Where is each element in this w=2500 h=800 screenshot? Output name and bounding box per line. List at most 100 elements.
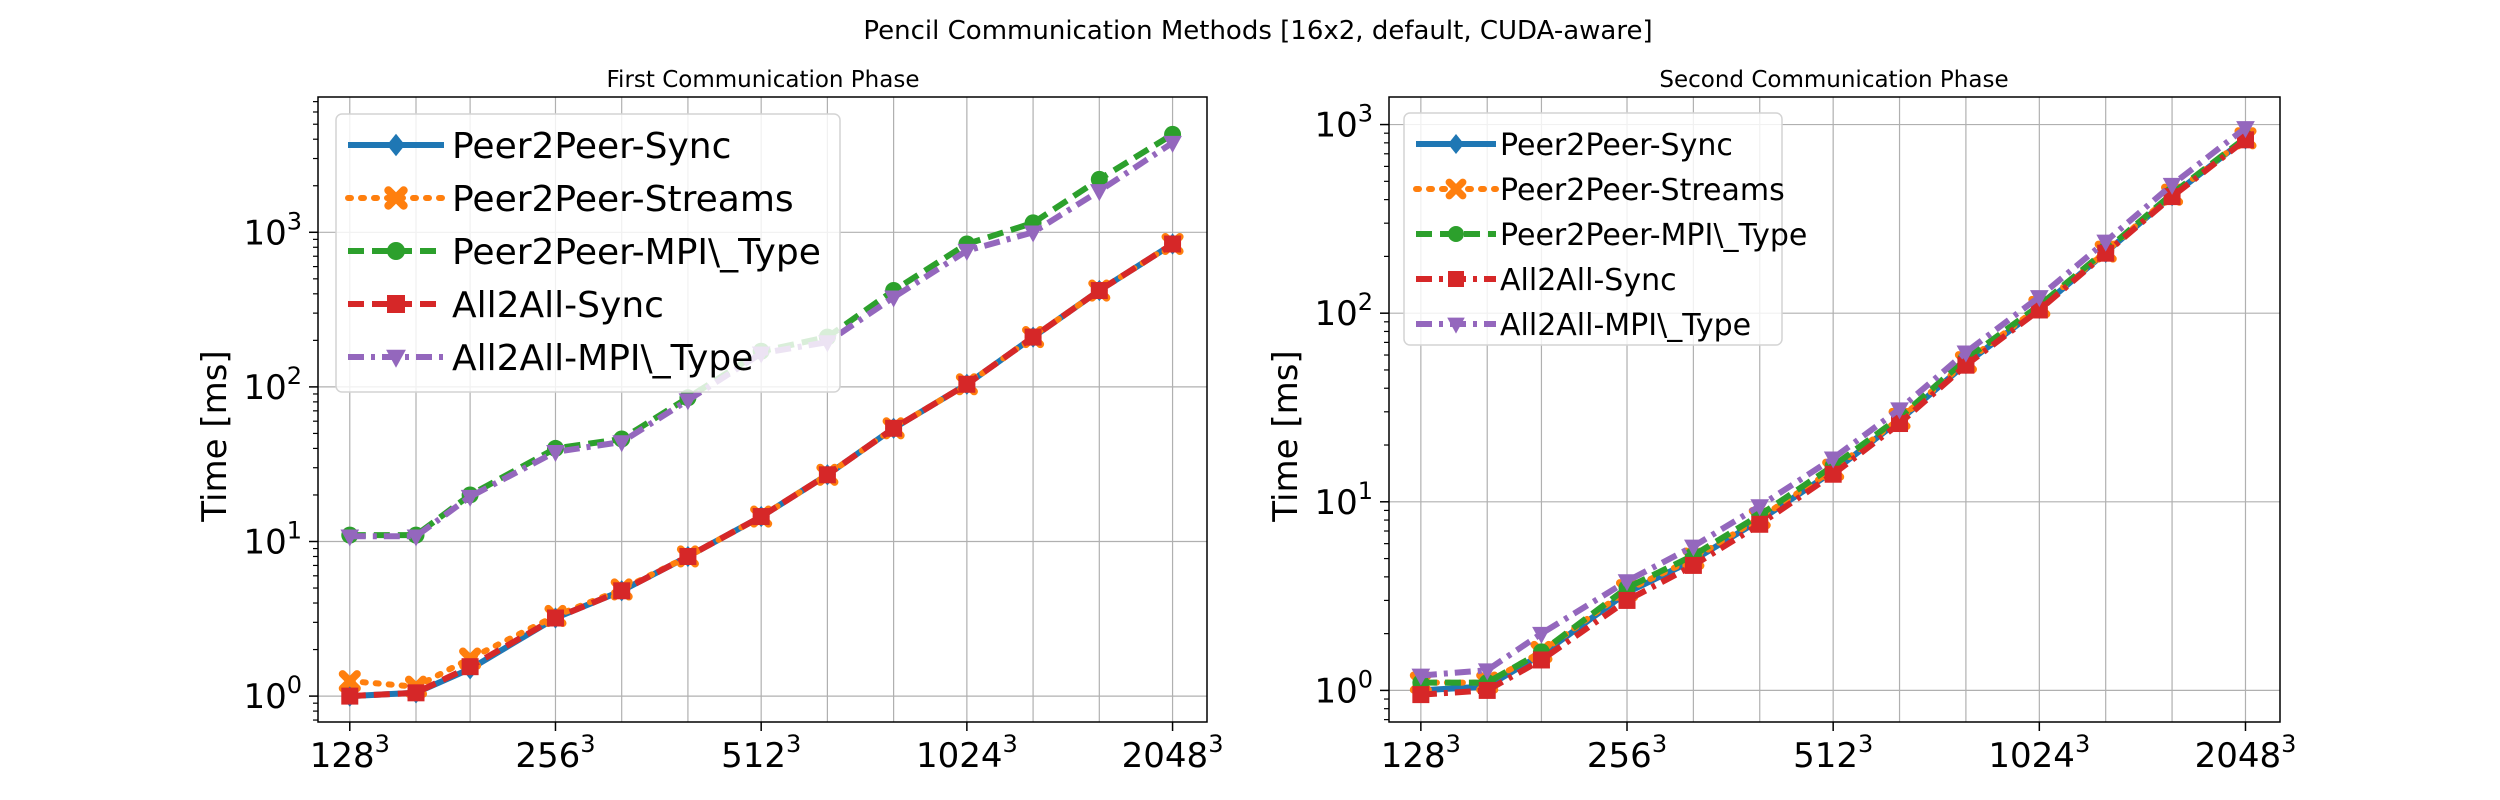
y-tick-exponent: 2 bbox=[287, 362, 302, 390]
legend-marker bbox=[386, 349, 406, 368]
data-point bbox=[613, 582, 631, 600]
x-tick-label: 5123 bbox=[721, 730, 801, 776]
data-point bbox=[1824, 465, 1842, 483]
data-point bbox=[2097, 244, 2115, 262]
data-point bbox=[1090, 282, 1108, 300]
plot-frame bbox=[317, 96, 1208, 723]
legend-marker bbox=[1445, 178, 1467, 200]
data-point bbox=[1617, 574, 1637, 592]
x-tick-label: 5123 bbox=[1793, 730, 1873, 776]
legend-marker bbox=[387, 133, 405, 157]
x-tick-exponent: 3 bbox=[1002, 730, 1017, 758]
x-tick-exponent: 3 bbox=[786, 730, 801, 758]
y-tick-exponent: 0 bbox=[1358, 665, 1373, 693]
data-point bbox=[1684, 539, 1703, 557]
legend-label: Peer2Peer-MPI\_Type bbox=[452, 232, 821, 273]
legend-label: Peer2Peer-Streams bbox=[452, 179, 794, 220]
x-tick-exponent: 3 bbox=[2281, 730, 2296, 758]
x-tick-exponent: 3 bbox=[1652, 730, 1667, 758]
legend-label: All2All-Sync bbox=[452, 285, 664, 326]
data-point bbox=[2029, 290, 2049, 308]
data-point bbox=[1411, 668, 1431, 686]
legend-label: All2All-MPI\_Type bbox=[452, 338, 753, 379]
y-tick-label: 100 bbox=[1314, 665, 1373, 711]
data-point bbox=[2162, 177, 2182, 195]
legend-label: Peer2Peer-MPI\_Type bbox=[1500, 218, 1807, 253]
data-point bbox=[1090, 170, 1108, 188]
data-point bbox=[1956, 345, 1976, 363]
y-tick-label: 100 bbox=[243, 671, 302, 717]
data-point bbox=[1532, 626, 1551, 644]
data-point bbox=[407, 684, 425, 702]
data-point bbox=[1163, 135, 1182, 153]
data-point bbox=[1023, 225, 1043, 243]
legend-label: All2All-MPI\_Type bbox=[1500, 308, 1751, 343]
legend-box bbox=[335, 113, 841, 393]
y-tick-label: 102 bbox=[1314, 288, 1373, 334]
legend-marker bbox=[387, 295, 405, 313]
y-tick-label: 102 bbox=[243, 362, 302, 408]
y-axis-label-first: Time [ms] bbox=[195, 350, 235, 522]
data-point bbox=[406, 529, 426, 547]
chart-title-second: Second Communication Phase bbox=[1659, 67, 2008, 93]
series-all2all-sync bbox=[341, 235, 1182, 705]
y-axis-label-second: Time [ms] bbox=[1266, 350, 1306, 522]
data-point bbox=[1823, 451, 1843, 469]
legend-label: Peer2Peer-Sync bbox=[1500, 128, 1733, 163]
legend-marker bbox=[387, 242, 405, 260]
data-point bbox=[1891, 415, 1909, 433]
data-point bbox=[2163, 188, 2181, 206]
data-point bbox=[338, 670, 361, 693]
data-point bbox=[1684, 556, 1702, 574]
data-point bbox=[1478, 681, 1496, 699]
data-point bbox=[1412, 686, 1430, 704]
data-point bbox=[461, 658, 479, 676]
data-point bbox=[957, 243, 977, 261]
series-all2all-mpi-type bbox=[1411, 121, 2255, 686]
x-tick-label: 10243 bbox=[1988, 730, 2090, 776]
legend: Peer2Peer-Sync Peer2Peer-Streams Peer2Peer… bbox=[335, 113, 841, 393]
x-tick-exponent: 3 bbox=[2075, 730, 2090, 758]
x-tick-exponent: 3 bbox=[580, 730, 595, 758]
x-tick-exponent: 3 bbox=[375, 730, 390, 758]
data-point bbox=[884, 290, 903, 308]
legend-marker bbox=[1448, 134, 1464, 154]
data-point bbox=[1618, 591, 1636, 609]
legend-label: All2All-Sync bbox=[1500, 263, 1677, 298]
data-point bbox=[1164, 235, 1182, 253]
data-point bbox=[460, 489, 480, 507]
data-point bbox=[340, 529, 360, 547]
series-all2all-sync bbox=[1412, 131, 2254, 704]
legend-marker bbox=[1448, 226, 1464, 242]
chart-title-first: First Communication Phase bbox=[607, 67, 920, 93]
data-point bbox=[885, 419, 903, 437]
data-point bbox=[678, 393, 698, 411]
legend-marker bbox=[384, 186, 408, 210]
data-point bbox=[612, 435, 632, 453]
data-point bbox=[1532, 651, 1550, 669]
legend-label: Peer2Peer-Streams bbox=[1500, 173, 1785, 208]
data-point bbox=[1751, 515, 1769, 533]
data-point bbox=[2096, 234, 2116, 252]
x-tick-label: 1283 bbox=[1381, 730, 1461, 776]
legend-marker bbox=[1448, 271, 1464, 287]
y-tick-label: 101 bbox=[243, 516, 302, 562]
y-tick-exponent: 2 bbox=[1358, 288, 1373, 316]
legend-label: Peer2Peer-Sync bbox=[452, 126, 731, 167]
x-tick-exponent: 3 bbox=[1208, 730, 1223, 758]
legend: Peer2Peer-Sync Peer2Peer-Streams Peer2Peer… bbox=[1403, 112, 1807, 346]
x-tick-exponent: 3 bbox=[1858, 730, 1873, 758]
x-tick-exponent: 3 bbox=[1446, 730, 1461, 758]
data-point bbox=[2236, 131, 2254, 149]
data-point bbox=[341, 687, 359, 705]
legend-marker bbox=[1447, 317, 1465, 334]
data-point bbox=[818, 466, 836, 484]
y-tick-exponent: 1 bbox=[287, 516, 302, 544]
x-tick-label: 2563 bbox=[1587, 730, 1667, 776]
data-point bbox=[546, 445, 565, 463]
data-point bbox=[1477, 663, 1497, 681]
data-point bbox=[679, 547, 697, 565]
data-point bbox=[1024, 328, 1042, 346]
data-point bbox=[958, 375, 976, 393]
